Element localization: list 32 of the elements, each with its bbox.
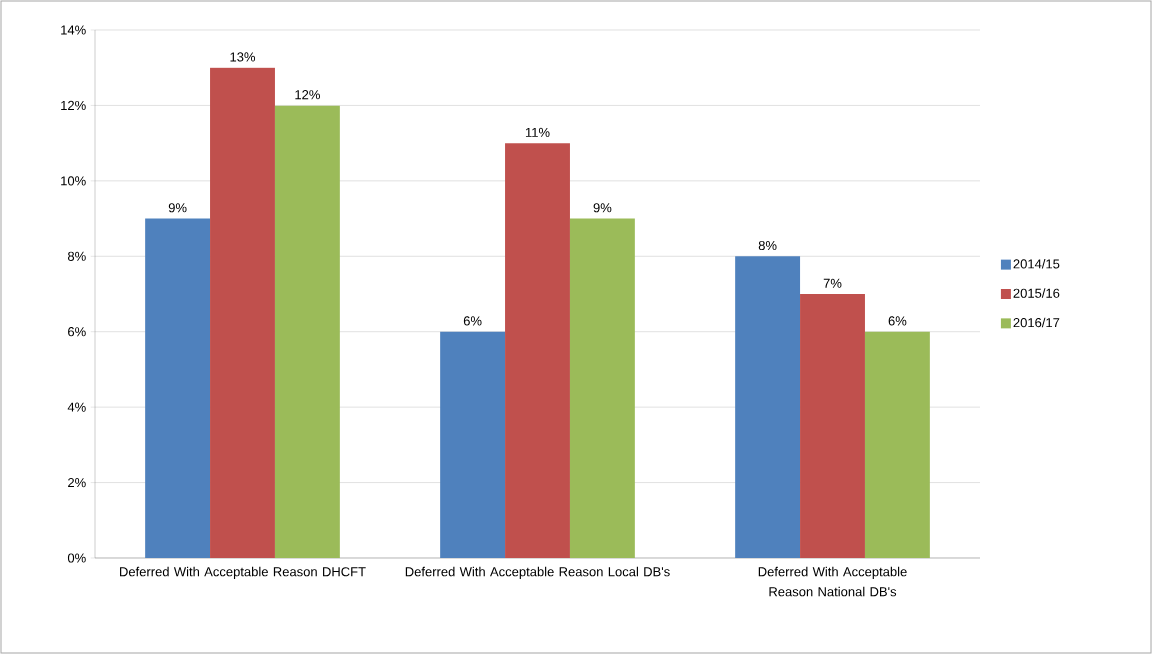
x-tick-label: Deferred With Acceptable Reason National DB's <box>758 566 907 597</box>
y-tick-label: 0% <box>67 553 86 563</box>
data-label: 6% <box>888 316 907 326</box>
y-tick-label: 14% <box>61 25 86 35</box>
legend-label: 2015/16 <box>1013 288 1060 298</box>
x-tick-label: Deferred With Acceptable Reason Local DB's <box>405 566 670 579</box>
data-label: 9% <box>593 203 612 213</box>
bar <box>145 218 211 558</box>
bar <box>569 218 635 558</box>
y-tick-label: 12% <box>61 100 86 110</box>
legend-label: 2016/17 <box>1013 317 1060 328</box>
bar <box>735 256 801 558</box>
data-label: 9% <box>168 203 187 213</box>
y-tick-label: 4% <box>67 402 86 412</box>
data-label: 12% <box>295 90 320 100</box>
y-tick-label: 10% <box>61 176 86 186</box>
bar <box>864 331 930 558</box>
y-tick-label: 2% <box>68 477 86 488</box>
data-label: 8% <box>758 240 777 251</box>
y-tick-label: 6% <box>68 327 86 337</box>
x-tick-label: Deferred With Acceptable Reason DHCFT <box>120 566 366 579</box>
data-label: 11% <box>525 127 550 137</box>
bar <box>440 331 506 558</box>
bar <box>210 67 275 558</box>
bar <box>800 294 865 558</box>
data-label: 6% <box>463 316 482 326</box>
data-label: 7% <box>823 278 842 288</box>
bar <box>505 143 570 558</box>
legend-label: 2014/15 <box>1013 258 1060 269</box>
bar <box>274 105 340 558</box>
y-tick-label: 8% <box>67 251 86 261</box>
data-label: 13% <box>230 52 256 62</box>
